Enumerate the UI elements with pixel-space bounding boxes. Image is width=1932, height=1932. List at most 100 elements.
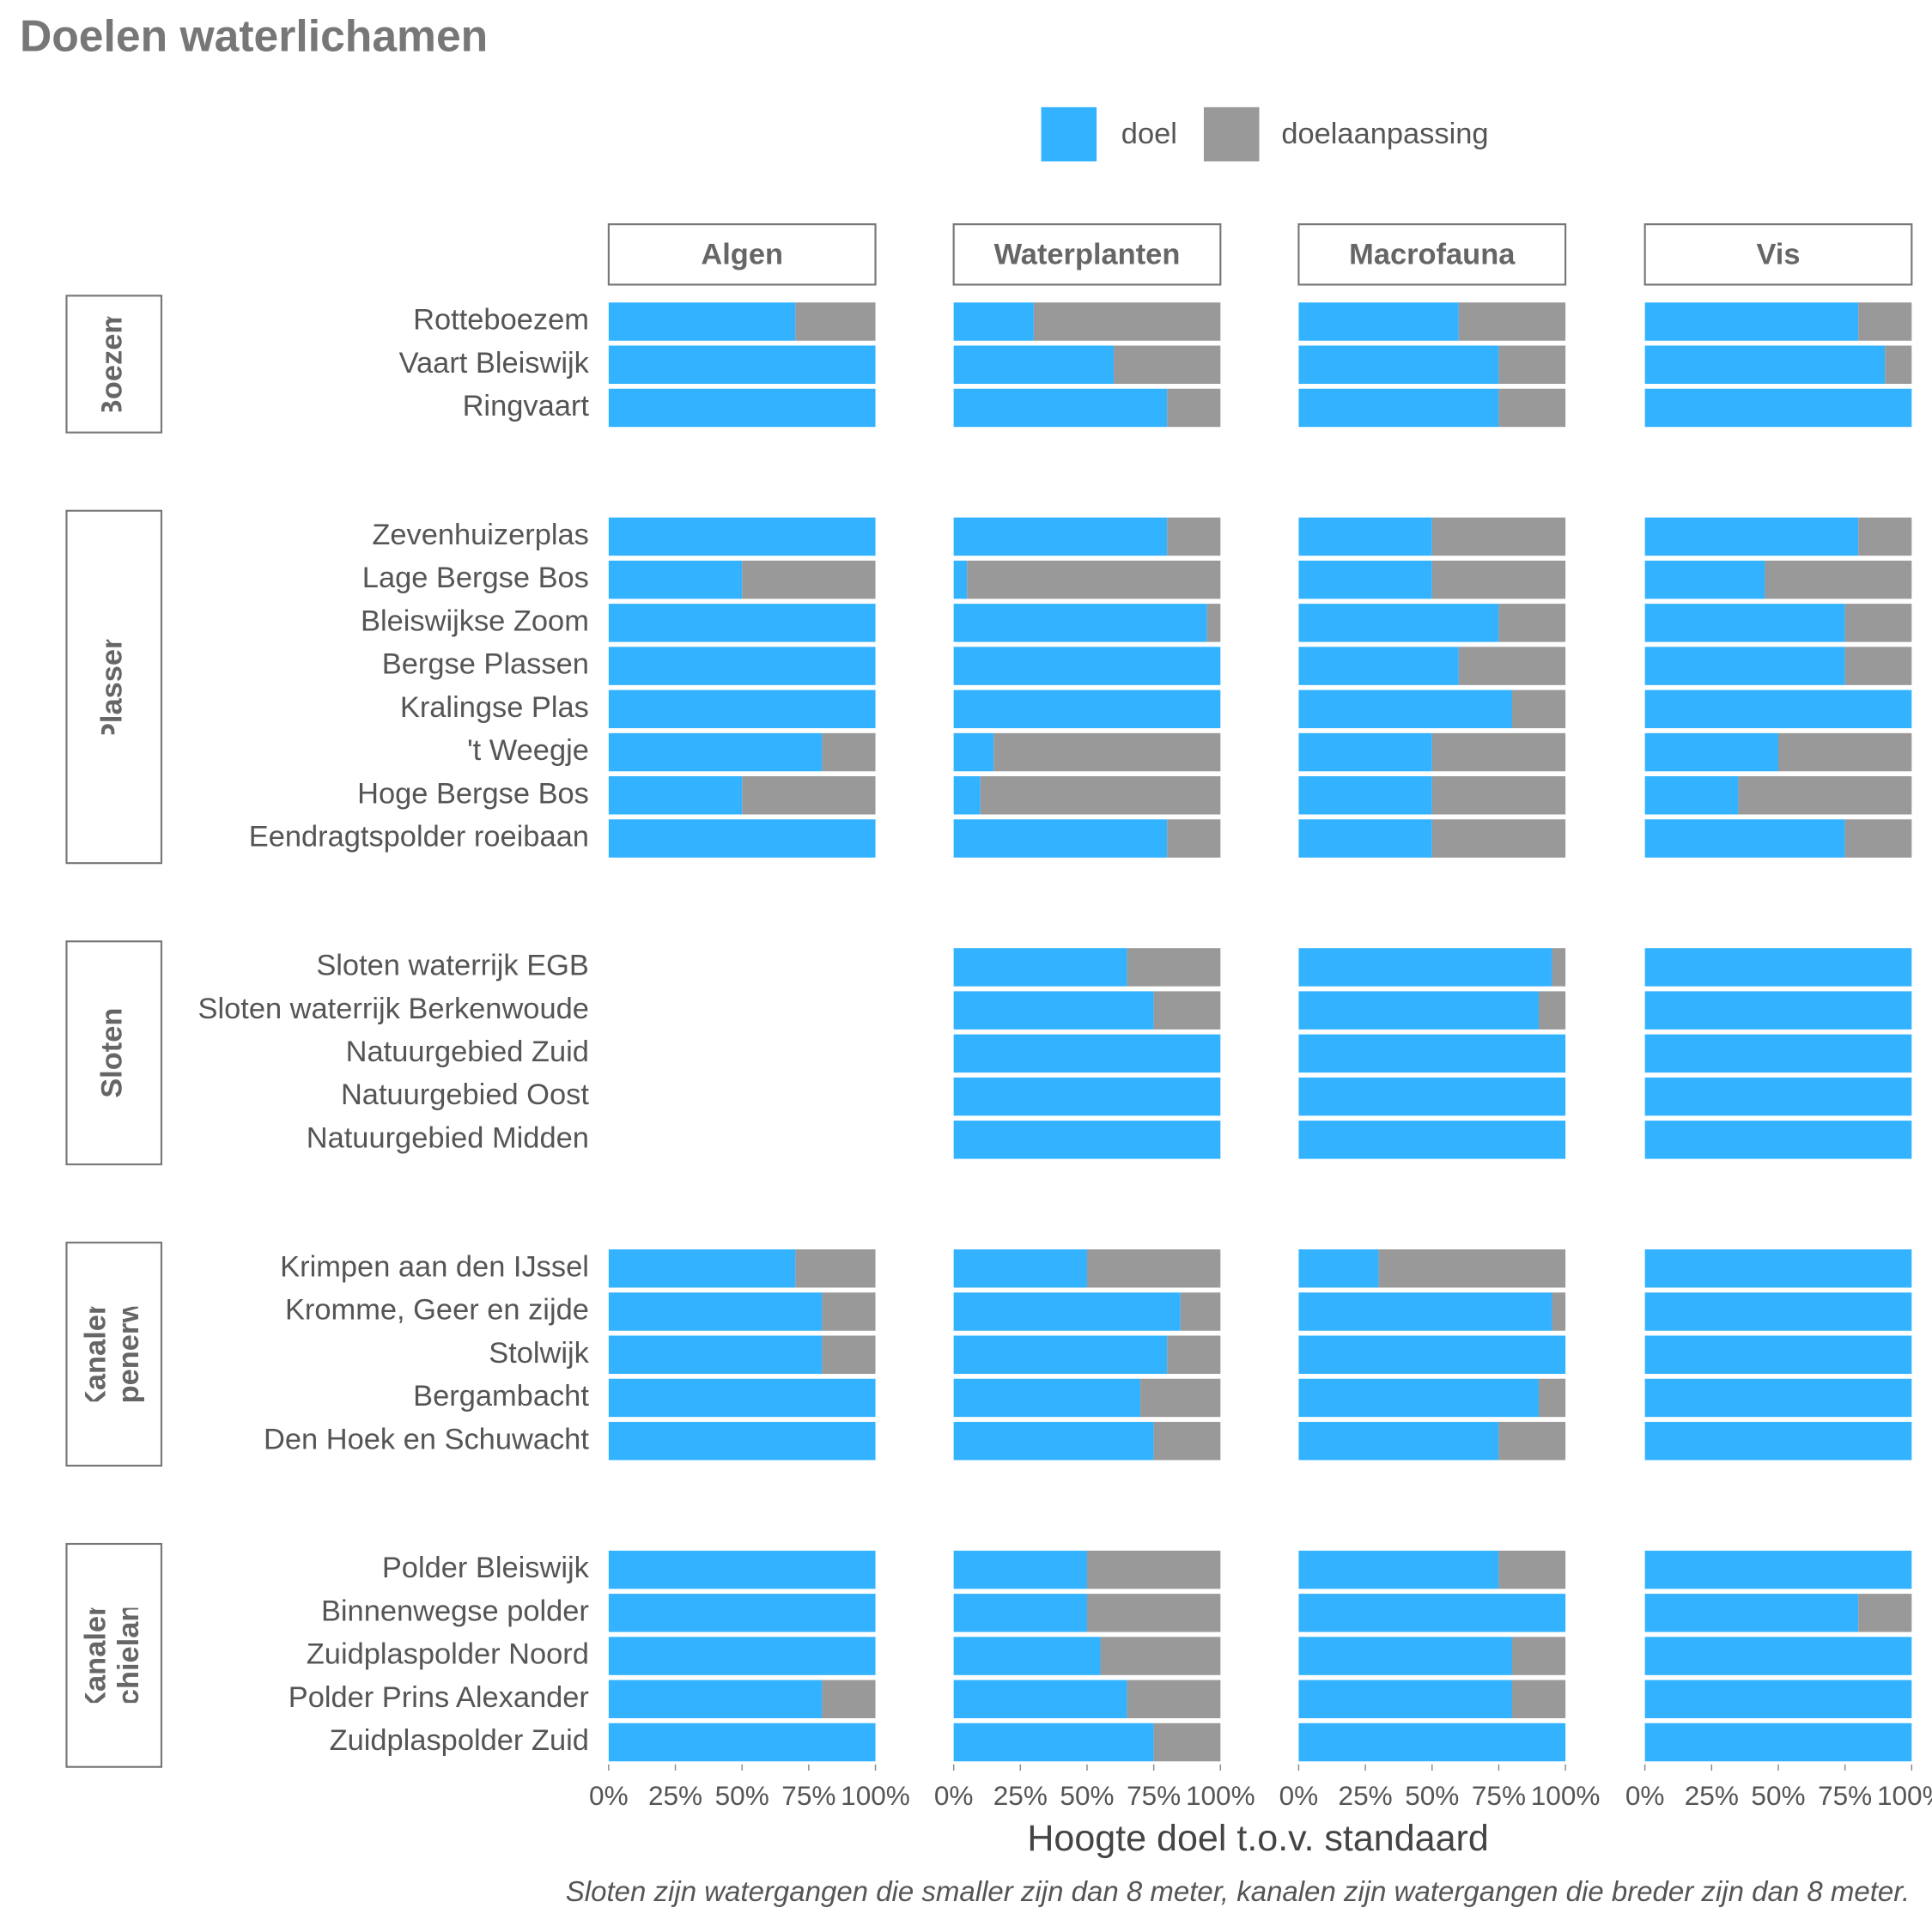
bar-segment: [795, 302, 876, 341]
bar-segment: [1298, 690, 1512, 729]
y-tick-label: Binnenwegse polder: [321, 1595, 589, 1627]
y-tick-label: Bergse Plassen: [382, 648, 589, 681]
bar-segment: [608, 1550, 876, 1589]
bar-segment: [953, 345, 1115, 384]
bar-segment: [608, 1637, 876, 1675]
bar-segment: [1844, 604, 1912, 642]
bar-segment: [1644, 1722, 1912, 1762]
bar-segment: [953, 1292, 1181, 1331]
y-tick-label: Ringvaart: [463, 390, 590, 422]
bar-segment: [1298, 345, 1499, 384]
bar-segment: [1167, 388, 1221, 428]
bar-segment: [953, 690, 1221, 729]
bar-segment: [1885, 345, 1912, 384]
bar-segment: [953, 1550, 1087, 1589]
legend-swatch: [1203, 106, 1260, 161]
group-label: Plassen: [96, 631, 129, 743]
bar-segment: [1298, 1680, 1512, 1719]
group-label: KanalenKrimpenerwaard: [79, 1237, 145, 1471]
bar-segment: [1086, 1594, 1221, 1632]
bar-segment: [1498, 388, 1566, 428]
bar-segment: [1498, 1421, 1566, 1461]
group-label: Boezem: [96, 307, 129, 421]
bar-segment: [980, 776, 1221, 815]
bar-segment: [1844, 819, 1912, 858]
y-tick-label: Hoge Bergse Bos: [357, 777, 589, 810]
bar-segment: [1298, 732, 1432, 772]
chart-title: Doelen waterlichamen: [20, 11, 488, 61]
bar-segment: [1378, 1249, 1566, 1288]
bar-segment: [1644, 776, 1739, 815]
bar-segment: [1738, 776, 1912, 815]
x-tick-label: 100%: [1186, 1780, 1255, 1811]
bar-segment: [1298, 1550, 1499, 1589]
bar-segment: [608, 388, 876, 428]
group-strip: [65, 295, 163, 434]
bar-segment: [1844, 647, 1912, 685]
bar-segment: [1858, 1594, 1912, 1632]
y-tick-label: Den Hoek en Schuwacht: [264, 1423, 589, 1455]
bar-segment: [1298, 302, 1459, 341]
bar-segment: [742, 560, 876, 599]
bar-segment: [953, 604, 1207, 642]
bar-segment: [1644, 1292, 1912, 1331]
bar-segment: [608, 345, 876, 384]
bar-segment: [1033, 302, 1221, 341]
bar-segment: [1644, 1335, 1912, 1374]
bar-segment: [953, 819, 1168, 858]
bar-segment: [742, 776, 876, 815]
bar-segment: [1539, 991, 1566, 1030]
x-tick-label: 50%: [715, 1780, 769, 1811]
bar-segment: [608, 819, 876, 858]
bar-segment: [1644, 991, 1912, 1030]
bar-segment: [993, 732, 1221, 772]
bar-segment: [1153, 991, 1221, 1030]
bar-segment: [953, 647, 1221, 685]
bar-segment: [953, 1722, 1154, 1762]
bar-segment: [1644, 604, 1845, 642]
bar-segment: [953, 517, 1168, 556]
y-tick-label: Zuidplaspolder Noord: [307, 1638, 589, 1671]
bar-segment: [1167, 819, 1221, 858]
facet-strip: [607, 223, 877, 286]
bar-segment: [608, 560, 743, 599]
bar-segment: [1206, 604, 1221, 642]
y-tick-label: Sloten waterrijk Berkenwoude: [198, 993, 589, 1025]
bar-segment: [1086, 1550, 1221, 1589]
bar-segment: [1498, 1550, 1566, 1589]
bar-segment: [1431, 732, 1566, 772]
bar-segment: [1298, 1292, 1552, 1331]
x-tick-label: 75%: [1818, 1780, 1872, 1811]
x-tick-label: 75%: [781, 1780, 835, 1811]
bar-segment: [1167, 1335, 1221, 1374]
bar-segment: [608, 1722, 876, 1762]
bar-segment: [608, 647, 876, 685]
bar-segment: [953, 1121, 1221, 1159]
bar-segment: [953, 388, 1168, 428]
bar-segment: [1644, 647, 1845, 685]
bar-segment: [608, 732, 823, 772]
bar-segment: [1298, 1335, 1566, 1374]
y-tick-label: Kralingse Plas: [400, 691, 589, 724]
bar-segment: [608, 1249, 796, 1288]
bar-segment: [1298, 948, 1552, 987]
group-strip: [65, 509, 163, 865]
y-tick-label: Polder Bleiswijk: [382, 1552, 590, 1584]
x-tick-label: 100%: [1877, 1780, 1932, 1811]
group-label-line: Kanalen: [79, 1297, 112, 1412]
bar-segment: [1298, 1121, 1566, 1159]
bar-segment: [608, 517, 876, 556]
bar-segment: [1431, 560, 1566, 599]
bar-segment: [1298, 1722, 1566, 1762]
bar-segment: [953, 1335, 1168, 1374]
bar-segment: [1644, 345, 1886, 384]
x-tick-label: 25%: [993, 1780, 1048, 1811]
bar-segment: [608, 302, 796, 341]
y-tick-label: Lage Bergse Bos: [362, 562, 589, 594]
bar-segment: [953, 1637, 1101, 1675]
bar-segment: [1298, 1421, 1499, 1461]
y-tick-label: Rotteboezem: [413, 304, 589, 337]
x-tick-label: 50%: [1060, 1780, 1114, 1811]
bar-segment: [1100, 1637, 1221, 1675]
